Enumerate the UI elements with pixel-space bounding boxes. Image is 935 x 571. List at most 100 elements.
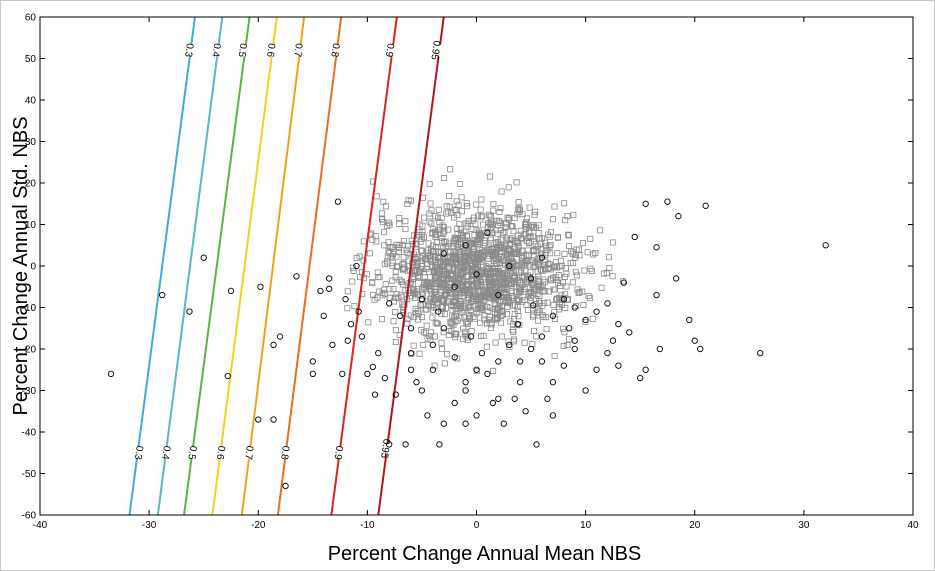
data-point-square bbox=[426, 210, 433, 217]
data-point-square bbox=[534, 309, 541, 316]
data-point-square bbox=[452, 266, 459, 273]
data-point-square bbox=[509, 267, 516, 274]
contour-label: 0.3 bbox=[182, 42, 195, 58]
data-point-circle bbox=[517, 379, 524, 386]
data-point-square bbox=[424, 249, 431, 256]
data-point-circle bbox=[364, 370, 371, 378]
data-point-square bbox=[545, 288, 552, 295]
data-point-square bbox=[381, 242, 388, 249]
data-point-square bbox=[535, 230, 542, 237]
y-tick-label: -50 bbox=[22, 469, 37, 480]
data-point-square bbox=[532, 262, 539, 269]
contour-label-bg bbox=[230, 42, 256, 58]
data-point-square bbox=[396, 220, 403, 227]
contour-label: 0.4 bbox=[209, 42, 222, 58]
data-point-circle bbox=[656, 345, 663, 353]
data-point-square bbox=[522, 231, 529, 238]
data-point-circle bbox=[560, 296, 567, 303]
y-tick-label: 30 bbox=[25, 137, 37, 148]
data-point-square bbox=[425, 240, 432, 247]
data-point-square bbox=[516, 205, 523, 212]
data-point-square bbox=[438, 339, 445, 346]
data-point-square bbox=[457, 315, 464, 322]
contour-label-bg bbox=[285, 42, 312, 58]
data-point-square bbox=[417, 302, 424, 309]
data-point-square bbox=[592, 250, 599, 257]
data-point-square bbox=[557, 296, 564, 303]
y-tick-label: 20 bbox=[25, 179, 37, 190]
data-point-square bbox=[411, 268, 418, 275]
data-point-square bbox=[384, 222, 391, 229]
data-point-square bbox=[514, 304, 521, 311]
data-point-circle bbox=[530, 302, 537, 309]
data-point-square bbox=[507, 318, 514, 325]
data-point-square bbox=[564, 297, 571, 304]
contour-label: 0.4 bbox=[159, 445, 172, 461]
data-point-square bbox=[452, 318, 459, 325]
data-point-square bbox=[480, 301, 487, 308]
data-point-circle bbox=[355, 308, 362, 315]
data-point-circle bbox=[344, 337, 351, 344]
data-point-square bbox=[457, 297, 464, 304]
data-point-square bbox=[453, 249, 460, 256]
data-point-circle bbox=[506, 262, 513, 270]
data-point-square bbox=[404, 201, 411, 208]
data-point-square bbox=[491, 249, 498, 256]
data-point-circle bbox=[495, 358, 502, 365]
data-point-circle bbox=[334, 198, 342, 205]
data-point-circle bbox=[462, 379, 469, 386]
data-point-circle bbox=[642, 366, 649, 373]
data-point-square bbox=[436, 255, 443, 262]
data-point-circle bbox=[637, 374, 644, 382]
data-point-square bbox=[478, 303, 485, 310]
y-tick-label: 60 bbox=[25, 13, 37, 24]
data-point-circle bbox=[691, 337, 698, 344]
data-point-square bbox=[535, 298, 542, 305]
data-point-square bbox=[465, 304, 472, 311]
x-axis-label: Percent Change Annual Mean NBS bbox=[328, 543, 642, 565]
data-point-square bbox=[485, 266, 492, 273]
data-point-square bbox=[427, 200, 434, 207]
data-point-square bbox=[478, 268, 485, 275]
data-point-square bbox=[389, 253, 396, 260]
contour-label: 0.6 bbox=[264, 42, 277, 58]
data-point-square bbox=[349, 264, 356, 271]
data-point-square bbox=[438, 234, 445, 241]
data-point-square bbox=[540, 276, 547, 283]
data-point-circle bbox=[309, 370, 316, 378]
data-point-square bbox=[366, 250, 373, 257]
contour-label-bg bbox=[204, 42, 230, 58]
data-point-square bbox=[465, 217, 472, 224]
data-point-circle bbox=[604, 349, 611, 357]
data-point-square bbox=[434, 320, 441, 327]
contour-label-bg bbox=[377, 42, 403, 58]
data-point-square bbox=[433, 244, 440, 251]
contour-label: 0.8 bbox=[278, 445, 291, 461]
data-point-square bbox=[469, 267, 476, 274]
data-point-square bbox=[575, 290, 582, 297]
data-point-square bbox=[453, 294, 460, 301]
data-point-circle bbox=[462, 242, 469, 249]
data-point-circle bbox=[822, 242, 829, 249]
contour-label-bg bbox=[423, 42, 449, 58]
y-tick-label: -10 bbox=[22, 303, 37, 314]
data-point-square bbox=[530, 311, 537, 318]
data-point-square bbox=[507, 236, 514, 243]
data-point-square bbox=[442, 291, 449, 298]
data-point-square bbox=[566, 336, 573, 343]
data-point-circle bbox=[527, 345, 535, 353]
data-point-circle bbox=[473, 271, 480, 278]
data-point-square bbox=[487, 304, 494, 311]
data-point-square bbox=[561, 200, 568, 207]
data-point-square bbox=[542, 314, 549, 321]
data-point-square bbox=[458, 194, 465, 201]
data-point-square bbox=[379, 210, 386, 217]
data-point-circle bbox=[673, 275, 680, 282]
data-point-square bbox=[532, 208, 539, 215]
data-point-square bbox=[439, 267, 446, 274]
contour-label: 0.8 bbox=[328, 42, 341, 58]
data-point-square bbox=[494, 306, 501, 313]
data-point-circle bbox=[757, 349, 764, 357]
contour-label-bg bbox=[176, 42, 203, 58]
data-point-square bbox=[564, 342, 571, 349]
